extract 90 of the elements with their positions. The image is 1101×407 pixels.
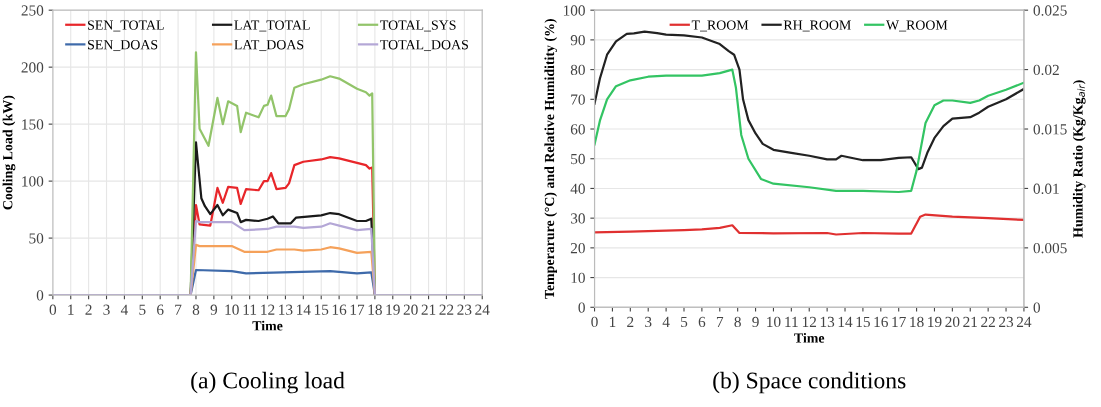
x-tick-label: 17 bbox=[892, 316, 906, 327]
y-tick-label: 50 bbox=[29, 233, 44, 244]
x-tick-label: 15 bbox=[856, 316, 870, 328]
x-tick-label: 18 bbox=[368, 304, 382, 315]
x-tick-label: 13 bbox=[279, 304, 293, 315]
text: (a) Cooling load bbox=[191, 371, 345, 394]
legend-label: W_ROOM bbox=[886, 20, 948, 32]
x-tick-label: 8 bbox=[734, 316, 741, 328]
x-tick-label: 23 bbox=[999, 316, 1014, 328]
y2-tick-label: 0.01 bbox=[1033, 183, 1059, 194]
x-tick-label: 10 bbox=[767, 316, 781, 328]
x-tick-label: 23 bbox=[457, 304, 472, 315]
x-axis-title: Time bbox=[794, 332, 825, 343]
x-axis-title: Time bbox=[252, 320, 283, 331]
legend-label: LAT_TOTAL bbox=[234, 20, 310, 32]
y-tick-label: 10 bbox=[571, 272, 585, 284]
x-tick-label: 15 bbox=[314, 304, 329, 315]
x-tick-label: 10 bbox=[225, 304, 239, 315]
line-series bbox=[594, 68, 1024, 194]
x-tick-label: 9 bbox=[210, 304, 218, 315]
x-tick-label: 5 bbox=[681, 316, 688, 328]
x-tick-label: 3 bbox=[645, 316, 652, 328]
x-tick-label: 6 bbox=[157, 304, 164, 315]
legend-label: SEN_DOAS bbox=[88, 40, 158, 52]
x-tick-label: 21 bbox=[963, 316, 977, 327]
x-tick-label: 0 bbox=[49, 304, 57, 315]
x-tick-label: 20 bbox=[945, 316, 960, 328]
line-series bbox=[594, 30, 1024, 171]
x-tick-label: 4 bbox=[662, 316, 670, 327]
y-tick-label: 150 bbox=[22, 119, 44, 130]
x-tick-label: 13 bbox=[820, 316, 835, 328]
y-tick-label: 80 bbox=[570, 64, 585, 76]
x-tick-label: 19 bbox=[386, 304, 400, 315]
x-tick-label: 24 bbox=[1016, 316, 1032, 327]
y2-tick-label: 0.005 bbox=[1033, 243, 1067, 254]
x-tick-label: 14 bbox=[838, 316, 853, 327]
x-tick-label: 16 bbox=[874, 316, 888, 328]
x-tick-label: 11 bbox=[785, 316, 798, 327]
y-tick-label: 0 bbox=[36, 290, 44, 301]
x-tick-label: 8 bbox=[192, 304, 200, 315]
x-tick-label: 20 bbox=[403, 304, 418, 315]
x-tick-label: 22 bbox=[981, 316, 995, 327]
x-tick-label: 6 bbox=[698, 316, 706, 328]
x-tick-label: 1 bbox=[609, 316, 616, 327]
x-tick-label: 21 bbox=[421, 304, 436, 315]
legend-label: TOTAL_SYS bbox=[380, 20, 456, 32]
x-tick-label: 19 bbox=[928, 316, 942, 328]
x-tick-label: 4 bbox=[120, 304, 128, 315]
x-tick-label: 1 bbox=[68, 304, 74, 315]
y-tick-label: 100 bbox=[563, 5, 585, 16]
y2-tick-label: 0.015 bbox=[1033, 124, 1067, 135]
y-tick-label: 200 bbox=[21, 62, 44, 73]
x-tick-label: 9 bbox=[752, 316, 759, 328]
legend-label: LAT_DOAS bbox=[234, 40, 304, 52]
legend-label: T_ROOM bbox=[691, 20, 749, 32]
y-tick-label: 40 bbox=[570, 183, 585, 194]
legend-label: SEN_TOTAL bbox=[88, 20, 164, 32]
y-tick-label: 100 bbox=[22, 176, 44, 187]
y-axis-title: Temperarure (°C) and Relative Humiditity (%) bbox=[544, 19, 558, 299]
x-tick-label: 14 bbox=[297, 304, 311, 315]
y-tick-label: 90 bbox=[570, 35, 585, 46]
x-tick-label: 5 bbox=[139, 304, 146, 315]
y-tick-label: 250 bbox=[21, 5, 44, 16]
legend-label: RH_ROOM bbox=[783, 20, 851, 32]
x-tick-label: 22 bbox=[439, 304, 454, 315]
x-tick-label: 2 bbox=[85, 304, 92, 315]
y-tick-label: 70 bbox=[571, 94, 585, 105]
legend-label: TOTAL_DOAS bbox=[380, 40, 468, 52]
x-tick-label: 2 bbox=[627, 316, 634, 327]
x-tick-label: 7 bbox=[716, 316, 724, 327]
x-tick-label: 0 bbox=[591, 316, 598, 328]
x-tick-label: 3 bbox=[103, 304, 110, 315]
x-tick-label: 7 bbox=[175, 304, 182, 315]
line-series bbox=[594, 213, 1024, 236]
y-axis-title: Cooling Load (kW) bbox=[2, 95, 16, 210]
text: (b) Space conditions bbox=[713, 371, 906, 394]
x-tick-label: 12 bbox=[802, 316, 817, 327]
y2-axis-title: Humidity Ratio (Kg/Kg$_{air}$) bbox=[1072, 80, 1086, 238]
y-tick-label: 50 bbox=[571, 153, 585, 165]
y2-tick-label: 0.02 bbox=[1033, 64, 1059, 76]
y-tick-label: 20 bbox=[570, 243, 585, 254]
y2-tick-label: 0.025 bbox=[1033, 5, 1067, 16]
x-tick-label: 18 bbox=[910, 316, 924, 328]
x-tick-label: 16 bbox=[332, 304, 347, 315]
y-tick-label: 60 bbox=[570, 124, 585, 135]
x-tick-label: 24 bbox=[475, 304, 490, 315]
x-tick-label: 11 bbox=[243, 304, 257, 315]
x-tick-label: 17 bbox=[350, 304, 365, 315]
x-tick-label: 12 bbox=[261, 304, 275, 315]
y-tick-label: 30 bbox=[570, 213, 585, 224]
